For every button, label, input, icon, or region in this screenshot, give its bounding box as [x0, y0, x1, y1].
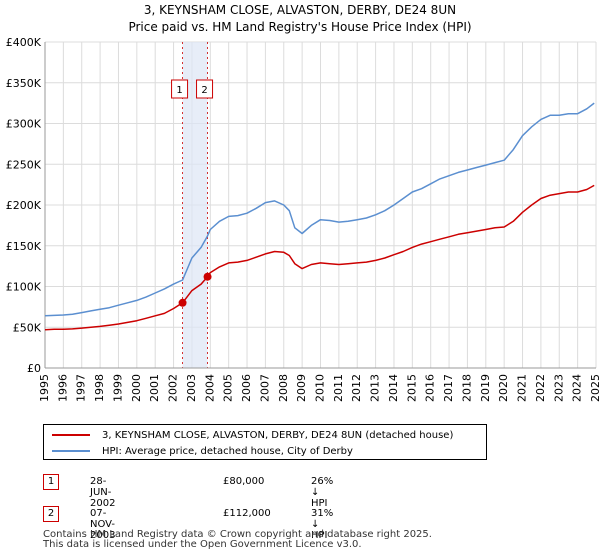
series-hpi-line	[44, 102, 595, 317]
x-tick-label: 2020	[497, 374, 510, 402]
x-tick-label: 2024	[571, 374, 584, 402]
footer-licence: This data is licensed under the Open Gov…	[43, 539, 362, 550]
chart-subtitle: Price paid vs. HM Land Registry's House …	[128, 20, 472, 34]
price-chart: £0 £50K £100K £150K £200K £250K £300K £350K £400…	[6, 36, 600, 402]
y-tick-label: £50K	[13, 321, 42, 334]
x-tick-label: 2009	[295, 374, 308, 402]
x-tick-label: 1997	[75, 374, 88, 402]
x-tick-label: 2000	[130, 374, 143, 402]
x-tick-label: 2005	[222, 374, 235, 402]
x-tick-label: 2006	[240, 374, 253, 402]
sale-label-box	[171, 79, 189, 99]
x-tick-label: 2012	[350, 374, 363, 402]
x-tick-label: 1995	[38, 374, 51, 402]
x-tick-label: 2008	[277, 374, 290, 402]
x-tick-label: 2025	[589, 374, 600, 402]
transaction-hpi-diff: 31% ↓ HPI	[311, 508, 334, 541]
y-tick-label: £350K	[6, 77, 42, 90]
transaction-price: £112,000	[223, 508, 271, 519]
y-tick-label: £250K	[6, 158, 42, 171]
x-tick-label: 2003	[185, 374, 198, 402]
x-tick-label: 2016	[424, 374, 437, 402]
x-tick-label: 2001	[148, 374, 161, 402]
y-tick-label: £200K	[6, 199, 42, 212]
legend-label-property: 3, KEYNSHAM CLOSE, ALVASTON, DERBY, DE24…	[102, 429, 454, 441]
transaction-hpi-diff: 26% ↓ HPI	[311, 476, 334, 509]
x-tick-label: 2015	[405, 374, 418, 402]
x-tick-label: 1999	[111, 374, 124, 402]
legend-item-hpi: HPI: Average price, detached house, City…	[52, 443, 353, 459]
y-tick-label: £100K	[6, 281, 42, 294]
legend-swatch-property	[52, 434, 90, 436]
transaction-date: 28-JUN-2002	[90, 476, 116, 509]
x-tick-label: 2004	[203, 374, 216, 402]
transaction-price: £80,000	[223, 476, 265, 487]
x-tick-label: 2010	[314, 374, 327, 402]
x-tick-label: 1998	[93, 374, 106, 402]
sale-label-number: 1	[176, 85, 182, 96]
footer-copyright: Contains HM Land Registry data © Crown c…	[43, 529, 432, 540]
y-tick-label: £400K	[6, 36, 42, 49]
x-tick-label: 2021	[516, 374, 529, 402]
x-tick-label: 2011	[332, 374, 345, 402]
chart-title: 3, KEYNSHAM CLOSE, ALVASTON, DERBY, DE24…	[143, 3, 457, 17]
y-tick-label: £300K	[6, 118, 42, 131]
legend-item-property: 3, KEYNSHAM CLOSE, ALVASTON, DERBY, DE24…	[52, 427, 453, 443]
transaction-date: 07-NOV-2003	[90, 508, 116, 541]
y-tick-label: £0	[27, 362, 41, 375]
x-tick-label: 2002	[167, 374, 180, 402]
x-tick-label: 2018	[460, 374, 473, 402]
transaction-badge: 1	[43, 474, 59, 490]
series-property-line	[44, 184, 595, 331]
x-tick-label: 1996	[56, 374, 69, 402]
legend-label-hpi: HPI: Average price, detached house, City…	[102, 445, 353, 457]
chart-legend: 3, KEYNSHAM CLOSE, ALVASTON, DERBY, DE24…	[43, 424, 487, 460]
x-tick-label: 2007	[258, 374, 271, 402]
footer-attribution: Contains HM Land Registry data © Crown c…	[43, 530, 432, 550]
x-tick-label: 2023	[552, 374, 565, 402]
transaction-badge: 2	[43, 506, 59, 522]
x-tick-label: 2019	[479, 374, 492, 402]
sale-label-box	[196, 79, 214, 99]
y-tick-label: £150K	[6, 240, 42, 253]
x-tick-label: 2017	[442, 374, 455, 402]
x-tick-label: 2013	[369, 374, 382, 402]
sale-point-marker	[203, 272, 212, 281]
sale-label-number: 2	[201, 85, 207, 96]
x-tick-label: 2014	[387, 374, 400, 402]
sale-point-marker	[178, 298, 187, 307]
x-tick-label: 2022	[534, 374, 547, 402]
legend-swatch-hpi	[52, 450, 90, 452]
